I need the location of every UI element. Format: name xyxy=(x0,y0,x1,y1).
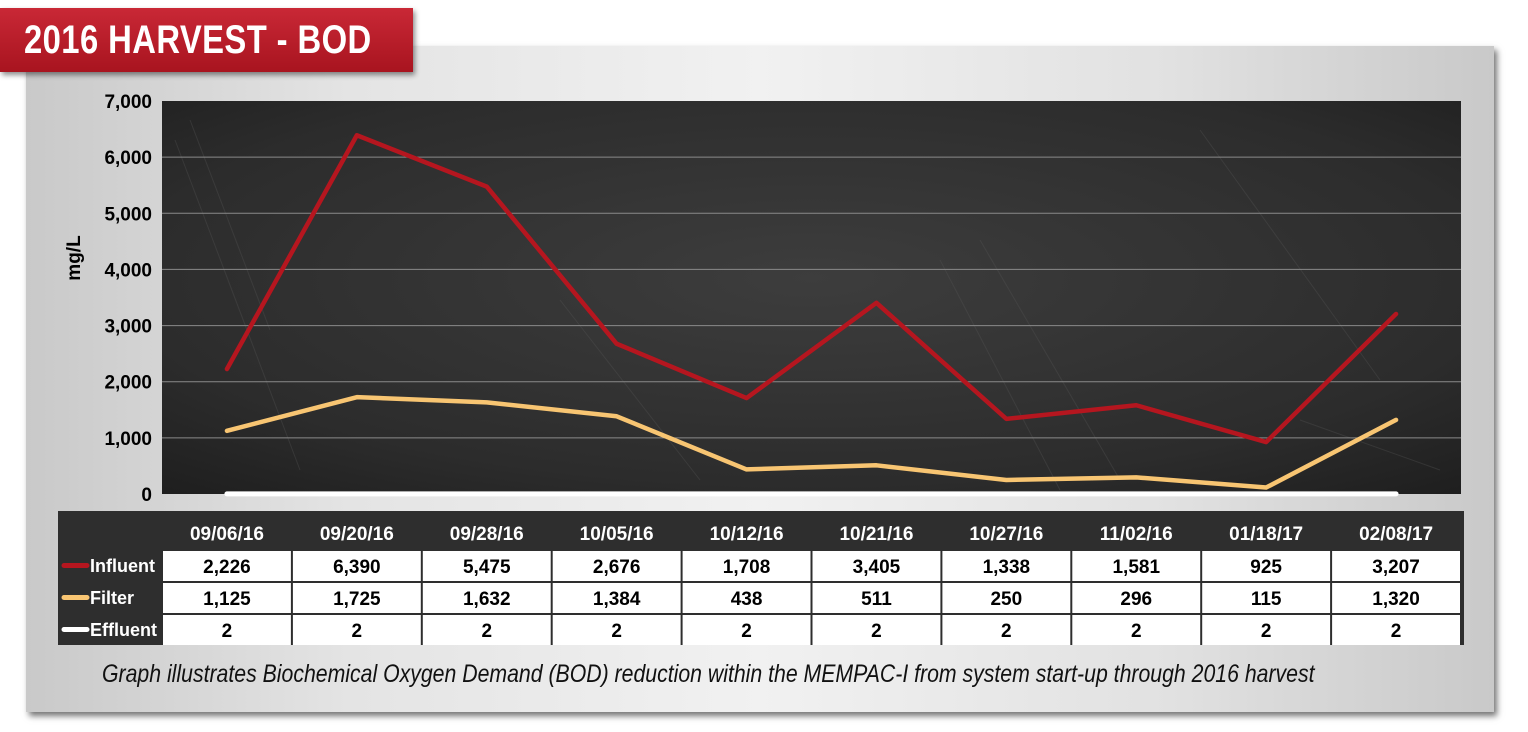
table-cell-value: 1,708 xyxy=(723,557,771,578)
plot-texture xyxy=(174,119,1441,491)
table-cell xyxy=(1072,615,1201,645)
table-cell-value: 438 xyxy=(731,589,763,610)
table-cell xyxy=(163,583,291,613)
table-cell xyxy=(422,583,551,613)
table-date-header: 10/05/16 xyxy=(580,524,654,545)
table-cell xyxy=(552,615,681,645)
table-cell xyxy=(1072,551,1201,581)
y-tick-label: 4,000 xyxy=(104,260,152,281)
influent-line xyxy=(224,132,1399,445)
table-cell xyxy=(552,583,681,613)
table-cell xyxy=(812,583,941,613)
table-cell xyxy=(812,551,941,581)
table-cell xyxy=(292,583,421,613)
table-date-header: 02/08/17 xyxy=(1359,524,1433,545)
table-cell-value: 2 xyxy=(741,621,752,642)
table-cell-value: 2 xyxy=(352,621,363,642)
table-cell xyxy=(1202,615,1331,645)
table-cell xyxy=(942,551,1071,581)
y-tick-label: 7,000 xyxy=(104,92,152,113)
y-tick-label: 1,000 xyxy=(104,429,152,450)
y-tick-label: 5,000 xyxy=(104,204,152,225)
table-date-header: 10/21/16 xyxy=(839,524,913,545)
table-cell-value: 2 xyxy=(481,621,492,642)
chart-caption: Graph illustrates Biochemical Oxygen Dem… xyxy=(102,660,1315,688)
table-cell-value: 1,384 xyxy=(593,589,641,610)
table-cell-value: 1,320 xyxy=(1372,589,1420,610)
table-cell-value: 2 xyxy=(222,621,233,642)
table-cell xyxy=(292,615,421,645)
y-tick-label: 3,000 xyxy=(104,317,152,338)
plot-area xyxy=(162,101,1461,494)
chart-title: 2016 HARVEST - BOD xyxy=(24,18,372,62)
table-cell-value: 2,226 xyxy=(203,557,251,578)
table-cell-value: 2 xyxy=(871,621,882,642)
y-tick-label: 2,000 xyxy=(104,373,152,394)
table-cell xyxy=(682,583,811,613)
table-cell xyxy=(422,551,551,581)
table-date-header: 10/12/16 xyxy=(710,524,784,545)
table-date-header: 09/28/16 xyxy=(450,524,524,545)
y-tick-label: 6,000 xyxy=(104,148,152,169)
table-cell xyxy=(292,551,421,581)
table-cell xyxy=(422,615,551,645)
table-cell xyxy=(1332,615,1460,645)
table-cell-value: 1,632 xyxy=(463,589,511,610)
table-cell-value: 6,390 xyxy=(333,557,381,578)
influent-legend-label: Influent xyxy=(90,556,155,576)
table-cell-value: 2 xyxy=(1131,621,1142,642)
table-cell xyxy=(682,551,811,581)
table-cell-value: 296 xyxy=(1120,589,1152,610)
table-cell xyxy=(1332,551,1460,581)
table-cell-value: 925 xyxy=(1250,557,1282,578)
table-date-header: 09/20/16 xyxy=(320,524,394,545)
table-cell-value: 2 xyxy=(611,621,622,642)
table-cell-value: 5,475 xyxy=(463,557,511,578)
series-influent xyxy=(224,132,1399,445)
table-cell-value: 2 xyxy=(1391,621,1402,642)
table-cell-value: 2,676 xyxy=(593,557,641,578)
table-cell xyxy=(682,615,811,645)
table-cell xyxy=(552,551,681,581)
table-date-header: 10/27/16 xyxy=(969,524,1043,545)
table-cell-value: 115 xyxy=(1251,589,1282,610)
table-date-header: 09/06/16 xyxy=(190,524,264,545)
table-cell xyxy=(1072,583,1201,613)
table-cell xyxy=(1202,551,1331,581)
table-cell-value: 250 xyxy=(990,589,1022,610)
table-date-header: 01/18/17 xyxy=(1229,524,1303,545)
table-cell-value: 2 xyxy=(1261,621,1272,642)
filter-line xyxy=(224,394,1399,490)
table-cell xyxy=(163,615,291,645)
y-tick-label: 0 xyxy=(141,485,152,506)
filter-legend-label: Filter xyxy=(90,588,134,608)
series-filter xyxy=(224,394,1399,490)
table-cell-value: 2 xyxy=(1001,621,1012,642)
table-cell xyxy=(812,615,941,645)
table-cell xyxy=(942,615,1071,645)
table-cell xyxy=(1202,583,1331,613)
table-cell-value: 3,207 xyxy=(1372,557,1420,578)
table-cell xyxy=(1332,583,1460,613)
table-cell xyxy=(163,551,291,581)
y-axis-label: mg/L xyxy=(64,235,85,281)
effluent-legend-label: Effluent xyxy=(90,620,157,640)
table-cell xyxy=(942,583,1071,613)
table-date-header: 11/02/16 xyxy=(1100,524,1173,545)
table-cell-value: 1,581 xyxy=(1112,557,1160,578)
table-cell-value: 1,725 xyxy=(333,589,381,610)
table-cell-value: 511 xyxy=(861,589,892,610)
table-cell-value: 1,338 xyxy=(983,557,1031,578)
table-cell-value: 1,125 xyxy=(203,589,251,610)
title-banner: 2016 HARVEST - BOD xyxy=(0,8,413,72)
table-cell-value: 3,405 xyxy=(853,557,901,578)
